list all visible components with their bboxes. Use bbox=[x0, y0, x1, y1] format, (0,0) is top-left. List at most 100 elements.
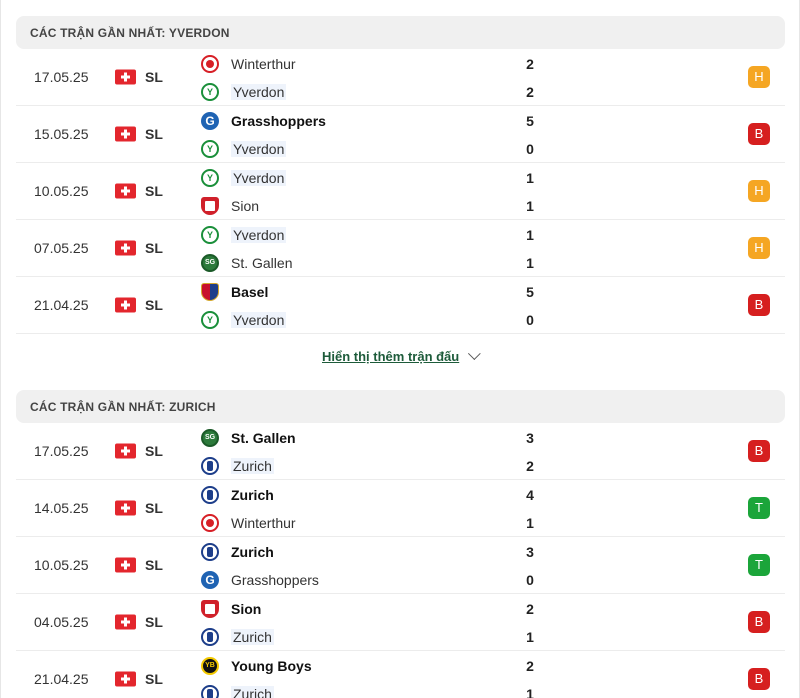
switzerland-flag-icon bbox=[115, 443, 136, 459]
match-date: 15.05.25 bbox=[34, 126, 89, 142]
home-team[interactable]: Sion bbox=[201, 599, 261, 619]
zurich-logo-icon bbox=[201, 486, 219, 504]
match-row[interactable]: 15.05.25 SL Grasshoppers 5 Yverdon 0 B bbox=[16, 106, 785, 163]
yverdon-logo-icon bbox=[201, 83, 219, 101]
switzerland-flag-icon bbox=[115, 240, 136, 256]
away-team-name: Winterthur bbox=[231, 515, 296, 531]
league-code: SL bbox=[145, 240, 163, 256]
stgallen-logo-icon bbox=[201, 429, 219, 447]
away-team[interactable]: Winterthur bbox=[201, 513, 296, 533]
away-team-name: Yverdon bbox=[231, 141, 287, 157]
league-code: SL bbox=[145, 500, 163, 516]
match-row[interactable]: 21.04.25 SL Young Boys 2 Zurich 1 B bbox=[16, 651, 785, 698]
zurich-logo-icon bbox=[201, 685, 219, 698]
away-team[interactable]: Yverdon bbox=[201, 82, 287, 102]
switzerland-flag-icon bbox=[115, 297, 136, 313]
match-row[interactable]: 17.05.25 SL Winterthur 2 Yverdon 2 H bbox=[16, 49, 785, 106]
away-team[interactable]: Sion bbox=[201, 196, 259, 216]
home-team[interactable]: Zurich bbox=[201, 542, 274, 562]
away-team-name: Zurich bbox=[231, 686, 274, 698]
away-team[interactable]: St. Gallen bbox=[201, 253, 292, 273]
section-title: CÁC TRẬN GẦN NHẤT: ZURICH bbox=[16, 390, 785, 423]
result-badge: B bbox=[748, 294, 770, 316]
home-team-name: Sion bbox=[231, 601, 262, 617]
result-badge: B bbox=[748, 611, 770, 633]
away-team[interactable]: Yverdon bbox=[201, 310, 287, 330]
match-list: 17.05.25 SL Winterthur 2 Yverdon 2 H 15.05.25 SL… bbox=[16, 49, 785, 334]
yverdon-logo-icon bbox=[201, 311, 219, 329]
stgallen-logo-icon bbox=[201, 254, 219, 272]
zurich-logo-icon bbox=[201, 543, 219, 561]
match-row[interactable]: 04.05.25 SL Sion 2 Zurich 1 B bbox=[16, 594, 785, 651]
section-title: CÁC TRẬN GẦN NHẤT: YVERDON bbox=[16, 16, 785, 49]
switzerland-flag-icon bbox=[115, 500, 136, 516]
league-code: SL bbox=[145, 69, 163, 85]
home-team[interactable]: Zurich bbox=[201, 485, 274, 505]
away-team[interactable]: Grasshoppers bbox=[201, 570, 319, 590]
home-score: 3 bbox=[526, 544, 534, 560]
show-more-matches-link[interactable]: Hiển thị thêm trận đấu bbox=[322, 347, 481, 364]
match-date: 14.05.25 bbox=[34, 500, 89, 516]
away-team-name: Yverdon bbox=[231, 84, 287, 100]
home-team[interactable]: Young Boys bbox=[201, 656, 312, 676]
away-team[interactable]: Zurich bbox=[201, 627, 274, 647]
home-team[interactable]: Basel bbox=[201, 282, 268, 302]
match-row[interactable]: 10.05.25 SL Zurich 3 Grasshoppers 0 T bbox=[16, 537, 785, 594]
match-row[interactable]: 21.04.25 SL Basel 5 Yverdon 0 B bbox=[16, 277, 785, 334]
match-row[interactable]: 14.05.25 SL Zurich 4 Winterthur 1 T bbox=[16, 480, 785, 537]
away-team[interactable]: Yverdon bbox=[201, 139, 287, 159]
match-date: 10.05.25 bbox=[34, 183, 89, 199]
home-score: 2 bbox=[526, 658, 534, 674]
home-team[interactable]: Grasshoppers bbox=[201, 111, 326, 131]
match-date: 07.05.25 bbox=[34, 240, 89, 256]
show-more-label: Hiển thị thêm trận đấu bbox=[322, 349, 460, 364]
result-badge: B bbox=[748, 123, 770, 145]
match-row[interactable]: 10.05.25 SL Yverdon 1 Sion 1 H bbox=[16, 163, 785, 220]
sion-logo-icon bbox=[201, 197, 219, 215]
away-team[interactable]: Zurich bbox=[201, 456, 274, 476]
home-team[interactable]: Yverdon bbox=[201, 225, 287, 245]
result-badge: T bbox=[748, 554, 770, 576]
home-score: 3 bbox=[526, 430, 534, 446]
result-badge: B bbox=[748, 440, 770, 462]
match-row[interactable]: 17.05.25 SL St. Gallen 3 Zurich 2 B bbox=[16, 423, 785, 480]
away-team[interactable]: Zurich bbox=[201, 684, 274, 698]
home-score: 2 bbox=[526, 56, 534, 72]
away-score: 2 bbox=[526, 84, 534, 100]
home-team-name: Yverdon bbox=[231, 227, 287, 243]
away-team-name: Grasshoppers bbox=[231, 572, 319, 588]
away-team-name: Sion bbox=[231, 198, 260, 214]
home-team-name: Winterthur bbox=[231, 56, 296, 72]
home-team[interactable]: St. Gallen bbox=[201, 428, 296, 448]
chevron-down-icon bbox=[468, 347, 481, 361]
section-zurich: CÁC TRẬN GẦN NHẤT: ZURICH 17.05.25 SL St. … bbox=[16, 390, 785, 698]
away-score: 1 bbox=[526, 255, 534, 271]
zurich-logo-icon bbox=[201, 628, 219, 646]
result-badge: T bbox=[748, 497, 770, 519]
home-team-name: Basel bbox=[231, 284, 269, 300]
home-team[interactable]: Yverdon bbox=[201, 168, 287, 188]
league-code: SL bbox=[145, 614, 163, 630]
match-date: 21.04.25 bbox=[34, 671, 89, 687]
league-code: SL bbox=[145, 183, 163, 199]
left-border bbox=[0, 0, 1, 698]
match-date: 21.04.25 bbox=[34, 297, 89, 313]
home-team-name: St. Gallen bbox=[231, 430, 296, 446]
match-row[interactable]: 07.05.25 SL Yverdon 1 St. Gallen 1 H bbox=[16, 220, 785, 277]
switzerland-flag-icon bbox=[115, 126, 136, 142]
away-score: 1 bbox=[526, 515, 534, 531]
switzerland-flag-icon bbox=[115, 614, 136, 630]
zurich-logo-icon bbox=[201, 457, 219, 475]
yverdon-logo-icon bbox=[201, 226, 219, 244]
result-badge: H bbox=[748, 180, 770, 202]
grasshoppers-logo-icon bbox=[201, 571, 219, 589]
section-yverdon: CÁC TRẬN GẦN NHẤT: YVERDON 17.05.25 SL Win… bbox=[16, 16, 785, 334]
match-date: 17.05.25 bbox=[34, 443, 89, 459]
home-score: 1 bbox=[526, 170, 534, 186]
home-team[interactable]: Winterthur bbox=[201, 54, 296, 74]
league-code: SL bbox=[145, 126, 163, 142]
result-badge: B bbox=[748, 668, 770, 690]
home-team-name: Zurich bbox=[231, 487, 274, 503]
youngboys-logo-icon bbox=[201, 657, 219, 675]
away-score: 0 bbox=[526, 572, 534, 588]
